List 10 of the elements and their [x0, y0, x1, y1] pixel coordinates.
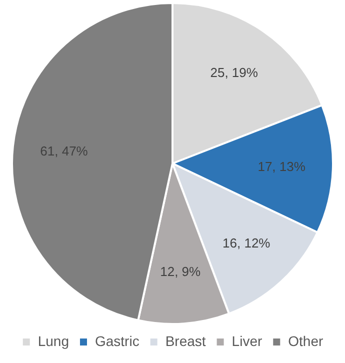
data-label: 61, 47% [40, 143, 88, 158]
legend-label: Liver [232, 332, 262, 349]
data-label: 25, 19% [210, 64, 258, 80]
legend-label: Breast [165, 332, 206, 349]
data-label: 16, 12% [222, 235, 271, 250]
legend-label: Lung [38, 332, 70, 349]
legend-label: Other [288, 332, 324, 349]
legend-label: Gastric [94, 332, 140, 349]
data-label: 12, 9% [160, 264, 202, 279]
data-label: 17, 13% [258, 159, 306, 174]
